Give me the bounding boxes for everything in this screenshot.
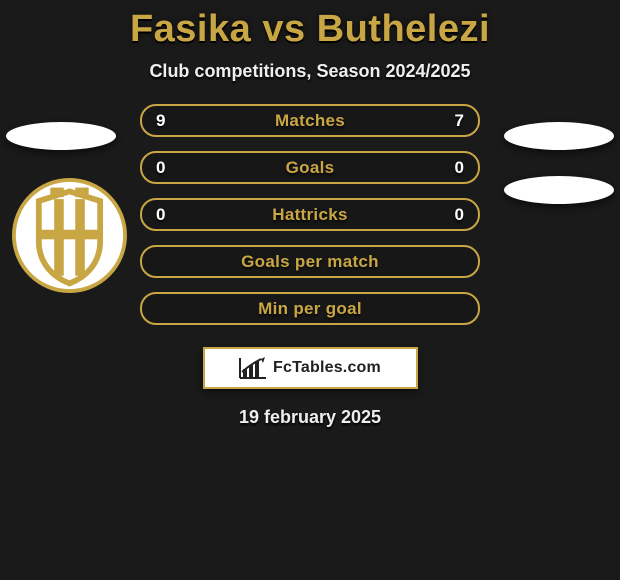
stat-label: Goals xyxy=(286,158,335,178)
stat-row: Min per goal xyxy=(140,292,480,325)
stat-value-right: 0 xyxy=(455,158,464,178)
brand-box[interactable]: FcTables.com xyxy=(203,347,418,389)
player-ellipse-right-1 xyxy=(504,122,614,150)
stat-value-left: 0 xyxy=(156,158,165,178)
stat-row: 0 Hattricks 0 xyxy=(140,198,480,231)
stat-value-left: 9 xyxy=(156,111,165,131)
player-ellipse-left xyxy=(6,122,116,150)
stat-value-right: 0 xyxy=(455,205,464,225)
page-title: Fasika vs Buthelezi xyxy=(0,8,620,51)
brand-text: FcTables.com xyxy=(273,359,381,377)
club-badge xyxy=(12,178,127,293)
bar-chart-icon xyxy=(239,357,267,379)
stat-value-right: 7 xyxy=(455,111,464,131)
stats-list: 9 Matches 7 0 Goals 0 0 Hattricks 0 Goal… xyxy=(140,104,480,325)
stat-row: 9 Matches 7 xyxy=(140,104,480,137)
stat-label: Goals per match xyxy=(241,252,379,272)
comparison-card: Fasika vs Buthelezi Club competitions, S… xyxy=(0,0,620,580)
stat-label: Hattricks xyxy=(272,205,347,225)
stat-row: 0 Goals 0 xyxy=(140,151,480,184)
subtitle: Club competitions, Season 2024/2025 xyxy=(0,61,620,82)
stat-label: Min per goal xyxy=(258,299,362,319)
club-badge-icon xyxy=(12,178,127,293)
stat-value-left: 0 xyxy=(156,205,165,225)
stat-row: Goals per match xyxy=(140,245,480,278)
player-ellipse-right-2 xyxy=(504,176,614,204)
date-text: 19 february 2025 xyxy=(0,407,620,428)
stat-label: Matches xyxy=(275,111,345,131)
